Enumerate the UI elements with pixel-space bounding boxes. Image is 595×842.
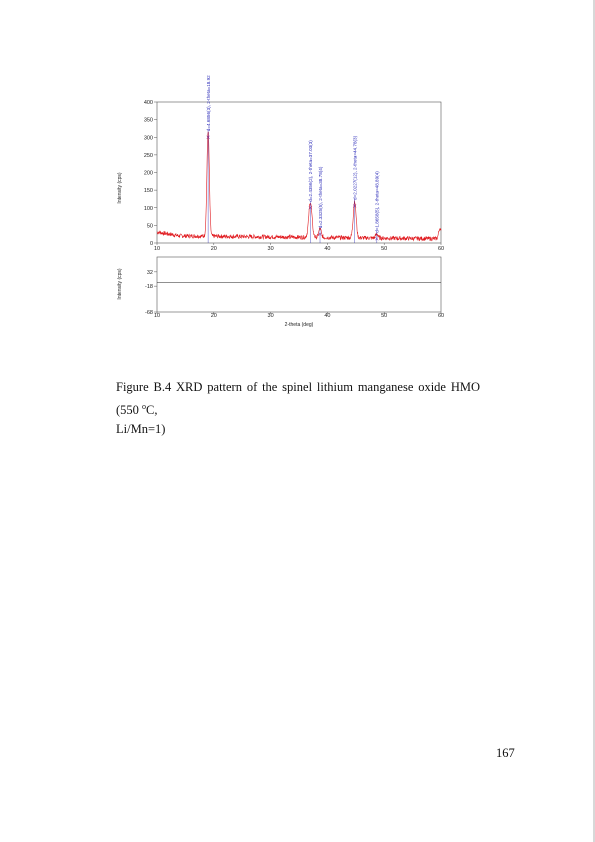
peak-label: d=2.3325(5), 2-theta=38.78(4) [318,166,323,228]
main-y-tick-label: 150 [144,188,153,194]
caption-superscript: o [142,402,147,411]
main-x-tick-label: 50 [381,246,387,252]
main-y-tick-label: 250 [144,153,153,159]
peak-cross [308,206,313,210]
page-right-edge [593,0,595,842]
main-y-ticks: 0 50 100 150 200 250 300 350 400 [144,100,157,247]
residual-x-tick-label: 50 [381,313,387,319]
main-x-tick-label: 40 [324,246,330,252]
residual-y-axis-title: Intensity (cps) [117,268,123,299]
main-y-tick-label: 350 [144,118,153,124]
residual-plot-frame [156,256,442,313]
residual-x-tick-label: 60 [438,313,444,319]
main-x-tick-label: 30 [268,246,274,252]
peak-label: d=2.4356(2), 2-theta=37.03(3) [308,140,313,202]
peak-cross [206,135,210,139]
residual-x-tick-label: 30 [268,313,274,319]
page-number: 167 [496,746,515,760]
residual-y-tick-label: -68 [145,310,153,316]
main-y-tick-label: 0 [150,241,153,247]
main-y-tick-label: 50 [147,223,153,229]
residual-y-ticks: 32 -18 -68 [145,270,157,316]
main-y-tick-label: 300 [144,135,153,141]
peak-cross [375,237,379,241]
residual-x-tick-label: 10 [154,313,160,319]
residual-x-ticks: 10 20 30 40 50 60 [154,312,444,319]
x-axis-title: 2-theta (deg) [285,322,314,328]
figure-caption: Figure B.4 XRD pattern of the spinel lit… [116,378,480,439]
residual-y-tick-label: -18 [145,284,153,290]
caption-line2: Li/Mn=1) [116,422,166,437]
caption-line1: Figure B.4 XRD pattern of the spinel lit… [116,380,480,418]
peak-label: d=1.8658(5), 2-theta=48.89(4) [375,171,380,233]
main-y-tick-label: 100 [144,206,153,212]
main-y-tick-label: 400 [144,100,153,106]
residual-y-tick-label: 32 [147,270,153,276]
main-series [156,131,442,242]
main-plot-frame [156,101,442,244]
residual-x-tick-label: 20 [211,313,217,319]
main-x-tick-label: 20 [211,246,217,252]
main-x-tick-label: 10 [154,246,160,252]
peak-label: d=2.0227(12), 2-theta=44.78(3) [352,135,357,200]
peak-cross [352,204,357,208]
main-y-axis-title: Intensity (cps) [117,172,123,203]
residual-x-tick-label: 40 [324,313,330,319]
peak-label: d=4.6856(3), 2-theta=18.92 [206,75,211,131]
main-peak-labels: d=4.6856(3), 2-theta=18.92 d=2.4356(2), 2… [206,75,380,243]
main-x-tick-label: 60 [438,246,444,252]
peak-cross [318,232,322,236]
caption-line1-end: C, [146,403,158,418]
main-y-tick-label: 200 [144,171,153,177]
main-x-ticks: 10 20 30 40 50 60 [154,243,444,252]
xrd-pattern-line [156,131,442,242]
